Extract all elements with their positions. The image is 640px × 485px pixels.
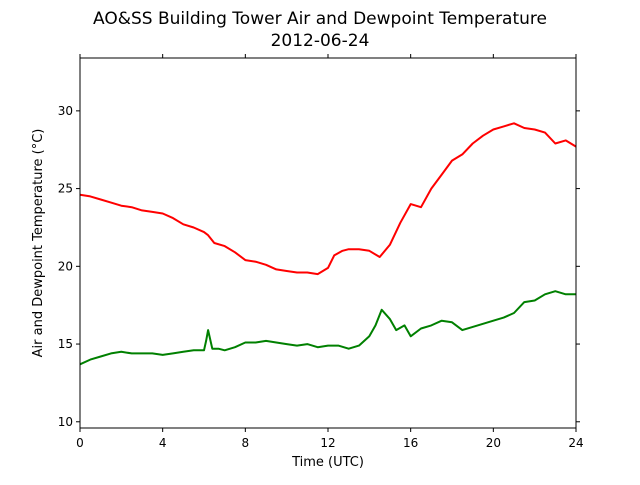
y-tick-label: 20 — [58, 259, 73, 273]
y-axis: 10 15 20 25 30 — [58, 104, 580, 429]
x-tick-label: 0 — [76, 436, 84, 450]
y-tick-label: 15 — [58, 337, 73, 351]
y-tick-label: 30 — [58, 104, 73, 118]
chart-subtitle: 2012-06-24 — [271, 31, 370, 51]
y-axis-label: Air and Dewpoint Temperature (°C) — [31, 129, 46, 358]
x-tick-label: 8 — [242, 436, 250, 450]
y-tick-label: 10 — [58, 415, 73, 429]
x-tick-label: 24 — [568, 436, 583, 450]
x-axis: 0 4 8 12 16 20 24 — [76, 54, 584, 450]
y-tick-label: 25 — [58, 182, 73, 196]
series-layer — [79, 122, 577, 366]
plot-frame — [79, 57, 577, 429]
x-tick-label: 20 — [486, 436, 501, 450]
chart-title: AO&SS Building Tower Air and Dewpoint Te… — [93, 9, 547, 29]
x-tick-label: 16 — [403, 436, 418, 450]
series-line-0 — [79, 122, 577, 276]
x-axis-label: Time (UTC) — [291, 455, 364, 470]
x-tick-label: 4 — [159, 436, 167, 450]
x-tick-label: 12 — [320, 436, 335, 450]
series-line-1 — [79, 290, 576, 366]
